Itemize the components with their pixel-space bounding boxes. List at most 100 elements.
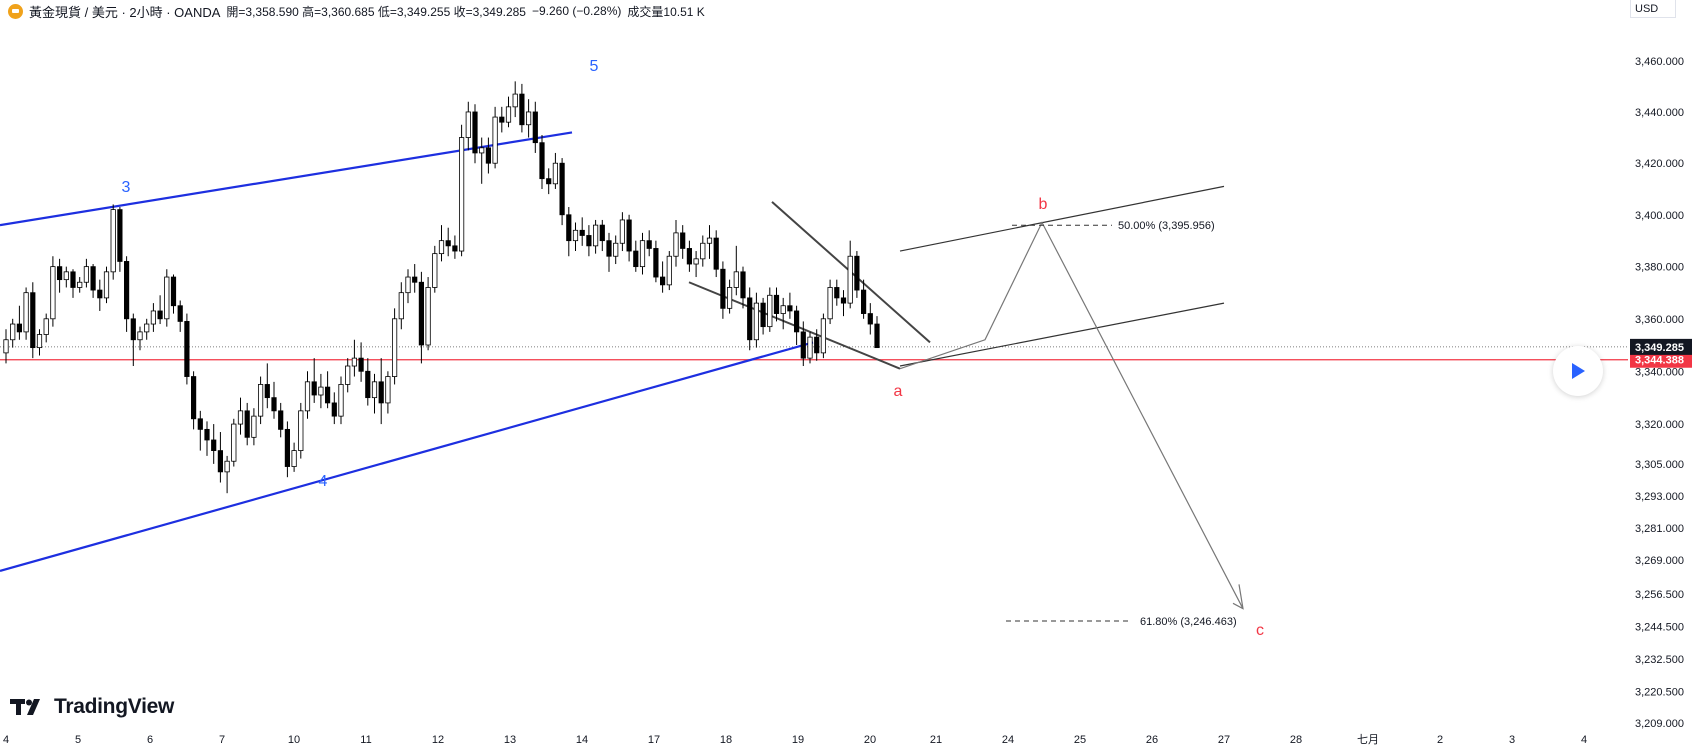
time-tick-label: 20 (864, 734, 876, 746)
time-tick-label: 4 (3, 734, 9, 746)
candle-body (190, 376, 197, 420)
candle-body (713, 237, 719, 270)
candle-body (639, 240, 646, 268)
candle (324, 371, 331, 409)
chart-header: 黃金現貨 / 美元 · 2小時 · OANDA 開=3,358.590 高=3,… (8, 2, 705, 20)
candle (680, 225, 686, 259)
candle (505, 96, 512, 128)
price-tick-label: 3,305.000 (1635, 459, 1684, 471)
replay-play-button[interactable] (1553, 346, 1603, 396)
candle-body (512, 93, 518, 108)
candle-body (834, 287, 840, 299)
candle-body (365, 370, 371, 399)
candle (606, 232, 612, 272)
candle (686, 240, 693, 272)
candle (371, 373, 378, 414)
channel-lower-line (899, 302, 1225, 367)
candle-body (633, 250, 639, 268)
candle (217, 432, 223, 483)
candle (331, 392, 337, 425)
candle (3, 329, 9, 364)
candle (666, 251, 672, 291)
candle (874, 316, 880, 349)
candle-body (700, 242, 706, 260)
candle (814, 329, 820, 361)
time-axis: 4 5 6 7 10 11 12 13 14 17 18 19 20 21 24 25 26 27 28 七月 2 3 4 (3, 733, 1587, 746)
candle (452, 235, 458, 259)
candle-body (137, 331, 143, 341)
candle-body (593, 224, 599, 247)
candle (720, 261, 726, 319)
price-tick-label: 3,440.000 (1635, 107, 1684, 119)
candle (351, 339, 358, 377)
wave-label-c: c (1256, 622, 1264, 639)
candle (586, 225, 592, 257)
candle-body (70, 271, 76, 288)
candle-body (613, 242, 619, 257)
candle-body (452, 245, 458, 252)
candle (546, 168, 552, 195)
candle (619, 212, 626, 252)
candle (834, 279, 840, 306)
candle-body (559, 162, 565, 216)
candle-body (150, 310, 156, 325)
candle (30, 282, 36, 359)
candle-body (237, 410, 244, 425)
price-tick-label: 3,460.000 (1635, 56, 1684, 68)
candle-body (405, 276, 411, 294)
candle (298, 402, 304, 459)
time-tick-label: 17 (648, 734, 660, 746)
candle-body (445, 240, 451, 247)
candle (599, 219, 605, 252)
wave-label-5: 5 (590, 58, 599, 75)
candle-body (465, 111, 471, 138)
candle (472, 104, 478, 164)
candle (519, 83, 525, 133)
candle-body (23, 292, 29, 333)
symbol-title[interactable]: 黃金現貨 / 美元 · 2小時 · OANDA (29, 4, 221, 20)
candle-body (398, 292, 404, 320)
candle (10, 318, 16, 348)
candle (639, 232, 646, 275)
logo-text: TradingView (54, 695, 175, 718)
candle (124, 256, 130, 332)
candle-body (753, 302, 760, 341)
wave-label-a: a (894, 383, 903, 400)
price-tick-label: 3,340.000 (1635, 366, 1684, 378)
candle-body (284, 428, 291, 467)
candle-body (3, 339, 9, 354)
candle-body (820, 318, 827, 354)
candle (706, 225, 713, 259)
candle (77, 277, 83, 293)
candle-body (686, 248, 693, 265)
candle (673, 219, 679, 267)
candle-body (204, 428, 210, 441)
volume-value: 成交量10.51 K (627, 4, 705, 19)
candle-body (278, 410, 284, 430)
candle-body (16, 323, 23, 333)
time-tick-label: 26 (1146, 734, 1158, 746)
candle-body (331, 402, 337, 417)
candle (170, 274, 177, 314)
candle (753, 292, 760, 348)
candle-body (586, 235, 592, 247)
currency-button[interactable]: USD (1630, 0, 1676, 18)
candle (827, 279, 833, 325)
candle (358, 342, 364, 382)
candle (633, 240, 639, 272)
candle (458, 124, 465, 257)
candle (144, 318, 150, 340)
candle-body (345, 365, 351, 385)
candle-body (164, 276, 170, 320)
candle (398, 282, 404, 330)
candle (157, 295, 163, 325)
candle (204, 421, 210, 456)
candle-body (660, 276, 666, 286)
candle-body (499, 116, 505, 123)
candle-body (257, 384, 264, 417)
candle-body (472, 111, 478, 154)
time-tick-label: 12 (432, 734, 444, 746)
candle (566, 207, 572, 257)
candle (438, 225, 445, 262)
